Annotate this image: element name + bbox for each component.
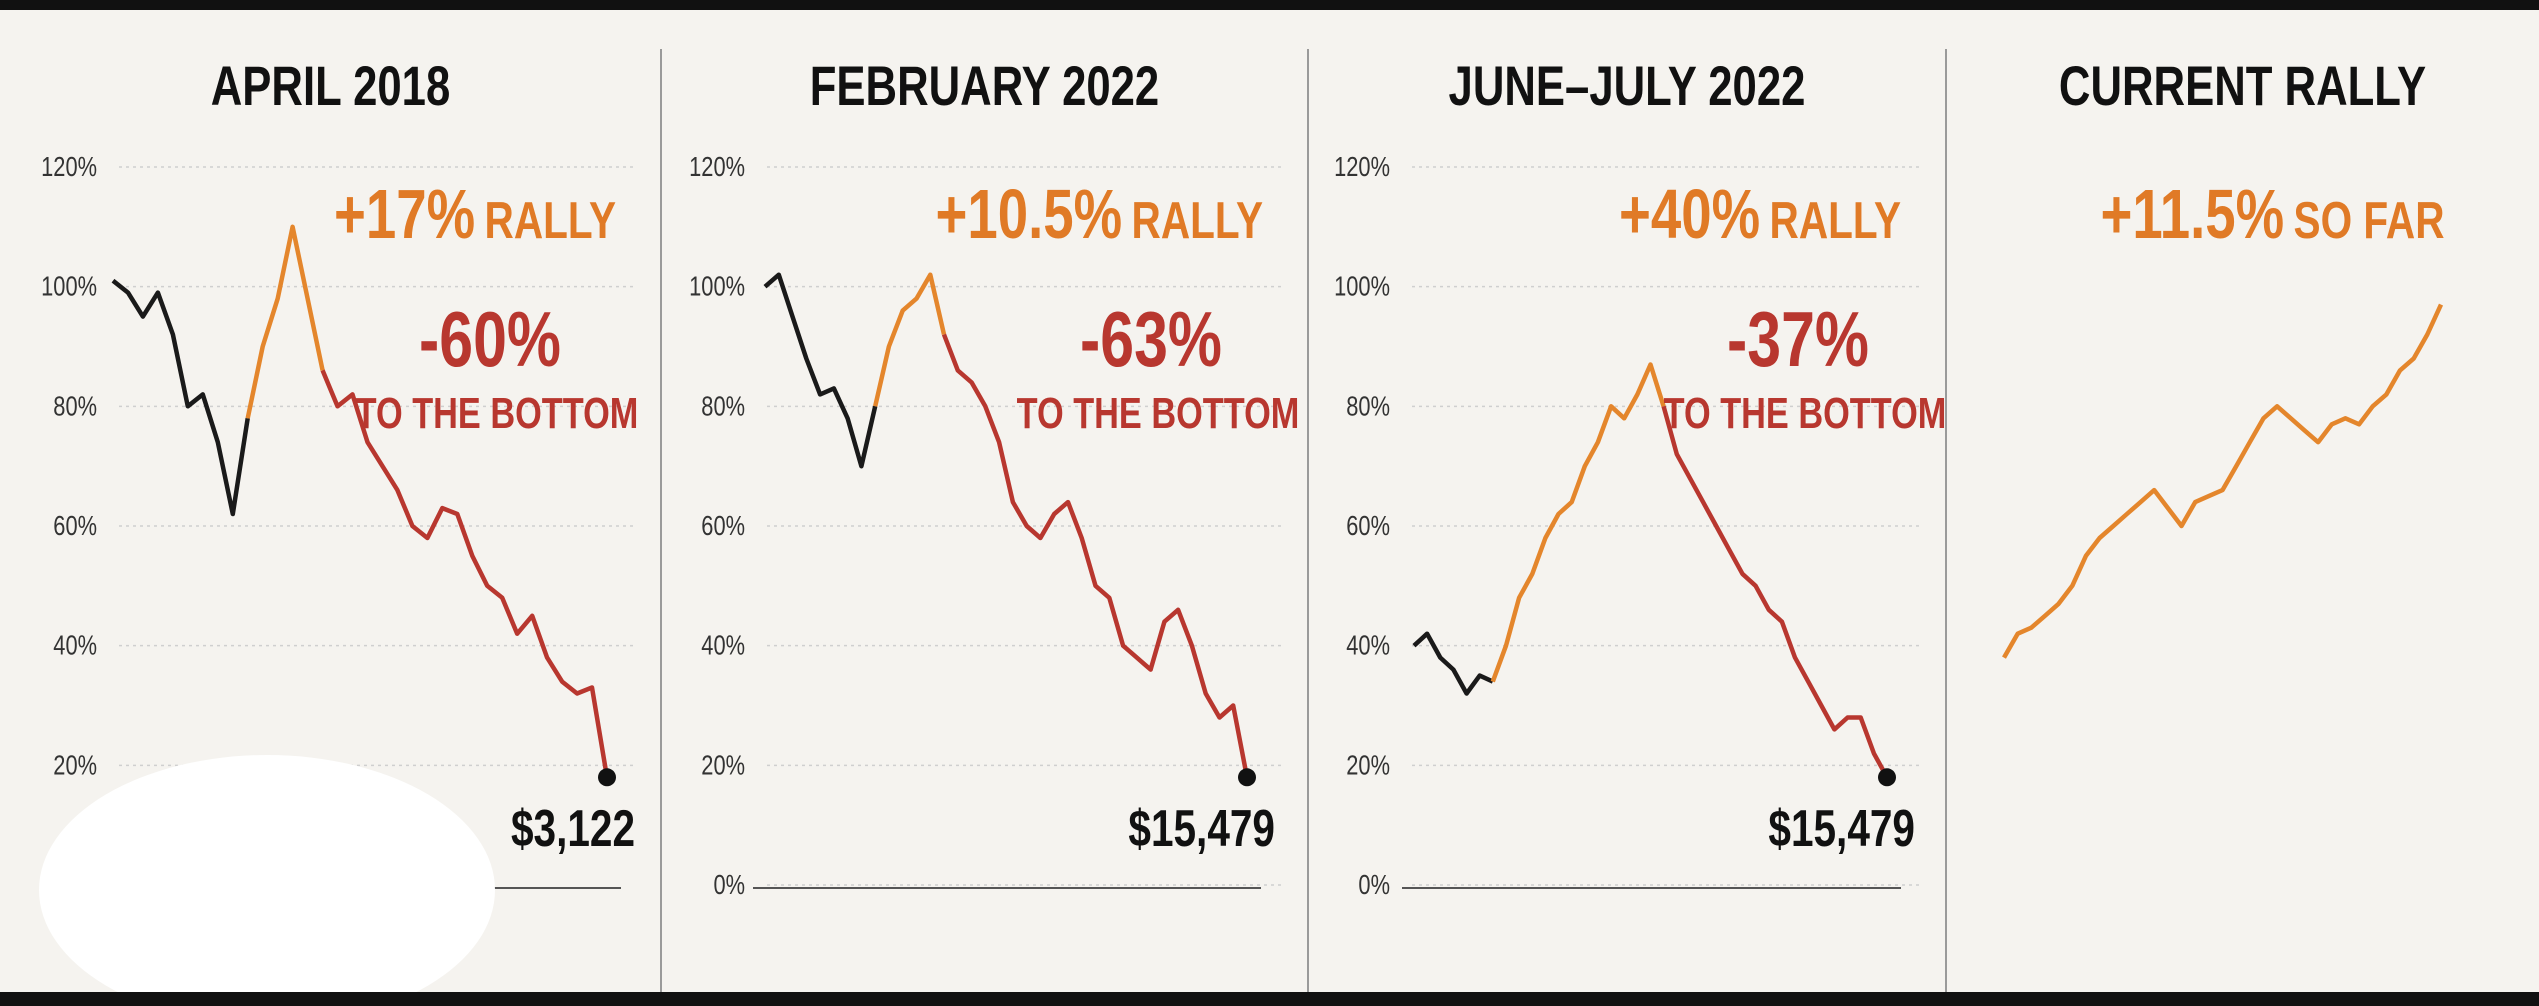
occlusion bbox=[39, 755, 495, 1006]
rally-label: +40% RALLY bbox=[1619, 176, 1901, 254]
rally-word: RALLY bbox=[1770, 191, 1901, 249]
end-point bbox=[1878, 768, 1896, 787]
rally-label: +11.5% SO FAR bbox=[2100, 176, 2444, 254]
end-point bbox=[1238, 768, 1256, 787]
drop-word: TO THE BOTTOM bbox=[1664, 389, 1947, 438]
rally-pct: +11.5% bbox=[2100, 176, 2284, 254]
rally-pct: +10.5% bbox=[936, 176, 1123, 254]
drop-pct: -37% bbox=[1727, 296, 1869, 383]
drop-word: TO THE BOTTOM bbox=[356, 389, 639, 438]
y-tick-label: 100% bbox=[41, 271, 97, 302]
line-series bbox=[1661, 405, 1889, 779]
y-tick-label: 40% bbox=[1346, 630, 1390, 661]
y-tick-label: 100% bbox=[1334, 271, 1390, 302]
rally-word: RALLY bbox=[485, 191, 616, 249]
y-tick-label: 80% bbox=[1346, 391, 1390, 422]
chart-title: JUNE–JULY 2022 bbox=[1449, 55, 1806, 117]
rally-word: RALLY bbox=[1132, 191, 1263, 249]
chart-title: FEBRUARY 2022 bbox=[810, 55, 1159, 117]
y-tick-label: 0% bbox=[1358, 869, 1390, 900]
line-series bbox=[941, 333, 1250, 778]
line-series bbox=[763, 272, 878, 469]
bottom-border bbox=[0, 992, 2539, 1006]
line-series bbox=[320, 369, 610, 778]
y-tick-label: 20% bbox=[1346, 750, 1390, 781]
y-tick-label: 20% bbox=[53, 750, 97, 781]
line-series bbox=[245, 224, 325, 419]
y-tick-label: 120% bbox=[1334, 151, 1390, 182]
y-tick-label: 60% bbox=[53, 510, 97, 541]
end-label: $15,479 bbox=[1128, 799, 1275, 857]
line-series bbox=[111, 278, 250, 517]
y-tick-label: 20% bbox=[701, 750, 745, 781]
top-border bbox=[0, 0, 2539, 10]
y-tick-label: 60% bbox=[1346, 510, 1390, 541]
line-series bbox=[2002, 303, 2444, 659]
drop-pct: -60% bbox=[419, 296, 561, 383]
y-tick-label: 100% bbox=[689, 271, 745, 302]
chart-title: CURRENT RALLY bbox=[2059, 55, 2426, 117]
rally-label: +17% RALLY bbox=[334, 176, 616, 254]
end-label: $3,122 bbox=[511, 799, 635, 857]
y-tick-label: 120% bbox=[689, 151, 745, 182]
drop-word: TO THE BOTTOM bbox=[1017, 389, 1300, 438]
end-label: $15,479 bbox=[1768, 799, 1915, 857]
line-series bbox=[1490, 362, 1666, 683]
y-tick-label: 120% bbox=[41, 151, 97, 182]
line-series bbox=[1412, 631, 1494, 696]
rally-pct: +17% bbox=[334, 176, 475, 254]
rally-label: +10.5% RALLY bbox=[936, 176, 1263, 254]
y-tick-label: 60% bbox=[701, 510, 745, 541]
line-series bbox=[873, 272, 947, 407]
y-tick-label: 40% bbox=[53, 630, 97, 661]
y-tick-label: 0% bbox=[713, 869, 745, 900]
chart-title: APRIL 2018 bbox=[211, 55, 450, 117]
rally-word: SO FAR bbox=[2294, 191, 2445, 249]
y-tick-label: 80% bbox=[53, 391, 97, 422]
end-point bbox=[598, 768, 616, 787]
y-tick-label: 40% bbox=[701, 630, 745, 661]
rally-pct: +40% bbox=[1619, 176, 1760, 254]
drop-pct: -63% bbox=[1080, 296, 1222, 383]
y-tick-label: 80% bbox=[701, 391, 745, 422]
